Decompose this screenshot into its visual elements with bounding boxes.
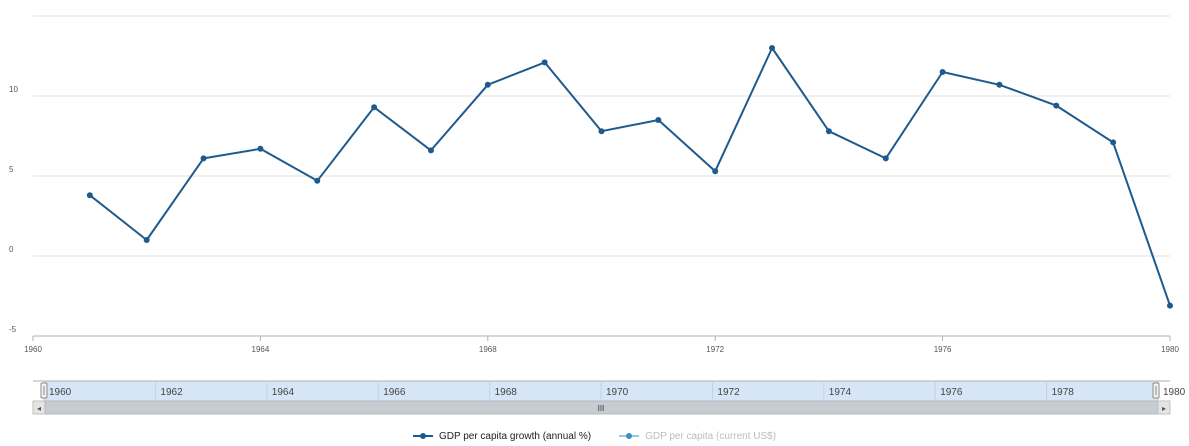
scroll-right-icon: ▸	[1162, 404, 1166, 413]
navigator-tick-label: 1964	[272, 387, 295, 398]
grid-lines	[33, 15, 1170, 257]
range-navigator[interactable]: 1960 1962 1964 1966 1968 1970 1972 1974 1976 1978…	[32, 380, 1186, 415]
x-axis: 1960 1964 1968 1972 1976 1980	[24, 335, 1179, 354]
scroll-left-icon: ◂	[37, 404, 41, 413]
series-gdp-growth[interactable]	[86, 45, 1173, 309]
navigator-ticks: 1960 1962 1964 1966 1968 1970 1972 1974 1976 1978…	[49, 381, 1186, 401]
navigator-tick-label: 1976	[940, 387, 963, 398]
legend-item-gdp-growth[interactable]: GDP per capita growth (annual %)	[412, 430, 592, 442]
data-point[interactable]	[996, 81, 1003, 88]
x-tick-label: 1964	[252, 345, 270, 354]
navigator-tick-label: 1974	[829, 387, 852, 398]
data-point[interactable]	[1167, 302, 1173, 309]
y-tick-label: 5	[9, 165, 14, 174]
data-point[interactable]	[200, 155, 207, 162]
scrollbar-thumb-grip: III	[598, 404, 605, 413]
x-tick-label: 1976	[934, 345, 952, 354]
x-tick-label: 1968	[479, 345, 497, 354]
navigator-tick-label: 1960	[49, 387, 72, 398]
data-point[interactable]	[882, 155, 889, 162]
legend-label-gdp-per-capita: GDP per capita (current US$)	[645, 430, 777, 442]
data-point[interactable]	[314, 177, 321, 184]
data-point[interactable]	[427, 147, 434, 154]
x-tick-label: 1972	[706, 345, 724, 354]
navigator-tick-label: 1968	[495, 387, 518, 398]
data-point[interactable]	[371, 104, 378, 111]
data-point[interactable]	[1110, 139, 1117, 146]
x-tick-label: 1960	[24, 345, 42, 354]
data-point[interactable]	[143, 237, 150, 243]
navigator-tick-label: 1966	[383, 387, 406, 398]
legend-marker-icon	[619, 433, 640, 439]
navigator-tick-label: 1970	[606, 387, 629, 398]
navigator-tick-label: 1980	[1163, 387, 1186, 398]
data-point[interactable]	[86, 192, 93, 199]
data-point[interactable]	[655, 117, 662, 123]
data-point[interactable]	[1053, 102, 1060, 109]
series-line[interactable]	[89, 47, 1171, 306]
y-tick-label: 10	[9, 85, 18, 94]
y-tick-label: 0	[9, 245, 14, 254]
navigator-tick-label: 1978	[1052, 387, 1075, 398]
y-tick-label: -5	[9, 325, 17, 334]
data-point[interactable]	[257, 145, 264, 152]
navigator-tick-label: 1962	[160, 387, 183, 398]
y-axis: -5 0 5 10	[9, 85, 18, 334]
x-tick-label: 1980	[1161, 345, 1179, 354]
legend-label-gdp-growth: GDP per capita growth (annual %)	[438, 430, 592, 442]
data-point[interactable]	[825, 128, 832, 135]
data-point[interactable]	[769, 45, 776, 51]
legend-marker-icon	[412, 433, 433, 439]
chart-legend: GDP per capita growth (annual %) GDP per…	[0, 429, 1189, 443]
navigator-tick-label: 1972	[717, 387, 740, 398]
data-point[interactable]	[939, 69, 946, 75]
data-point[interactable]	[541, 59, 548, 66]
scrollbar-right-button[interactable]	[1157, 400, 1171, 415]
data-point[interactable]	[712, 168, 719, 175]
legend-item-gdp-per-capita[interactable]: GDP per capita (current US$)	[619, 431, 776, 442]
data-point[interactable]	[484, 81, 491, 88]
data-point[interactable]	[598, 128, 605, 135]
